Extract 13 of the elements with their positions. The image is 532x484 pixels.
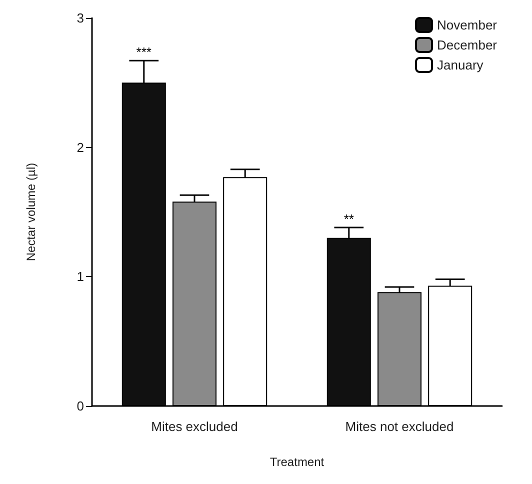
x-axis-title: Treatment — [270, 455, 325, 469]
legend-label: November — [437, 18, 498, 32]
x-tick-label: Mites not excluded — [345, 419, 454, 434]
x-tick-label: Mites excluded — [151, 419, 238, 434]
y-tick-label: 1 — [76, 269, 84, 284]
y-tick-label: 2 — [76, 140, 84, 155]
y-tick-label: 3 — [76, 10, 84, 26]
legend-label: December — [437, 38, 498, 52]
legend-label: January — [437, 58, 484, 72]
annotation: ** — [344, 212, 354, 227]
annotation: *** — [136, 44, 152, 60]
y-tick-label: 0 — [76, 398, 84, 414]
y-axis-title: Nectar volume (µl) — [24, 162, 38, 262]
